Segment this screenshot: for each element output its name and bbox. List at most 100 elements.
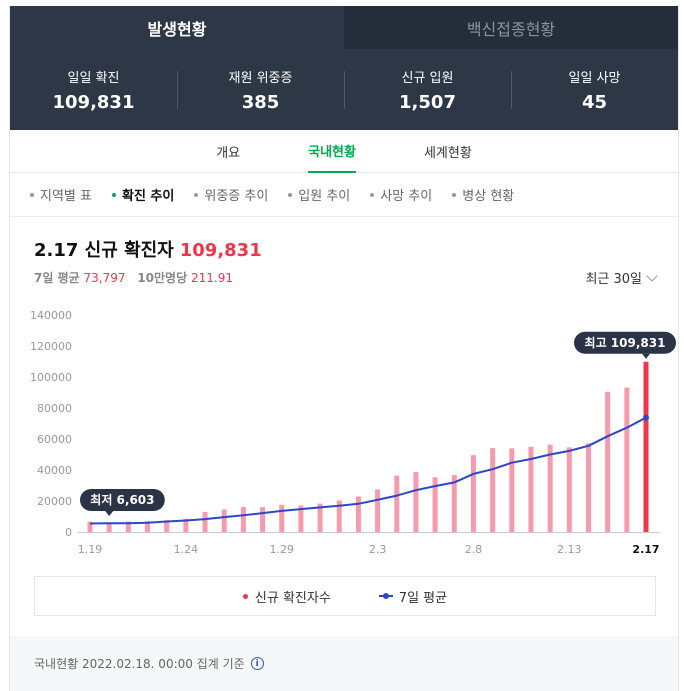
bar [221,509,227,532]
stat-new-admissions: 신규 입원 1,507 [344,67,511,113]
tab-vaccination-status[interactable]: 백신접종현황 [344,6,678,49]
footer-text: 국내현황 2022.02.18. 00:00 집계 기준 [34,657,245,671]
filter-death-trend[interactable]: 사망 추이 [370,185,432,204]
min-callout-bubble [80,489,165,512]
bar [547,444,553,532]
bar [528,446,534,532]
stat-value: 385 [241,91,280,113]
y-tick-label: 120000 [30,340,72,353]
x-tick-label: 2.17 [632,543,659,556]
stat-label: 일일 확진 [67,70,120,86]
filter-label: 확진 추이 [121,189,175,204]
filter-admission-trend[interactable]: 입원 추이 [288,185,350,204]
tab-outbreak-status[interactable]: 발생현황 [147,19,207,39]
bar [451,475,457,532]
filter-label: 위중증 추이 [204,189,269,204]
chart-title: 2.17 신규 확진자 109,831 [34,236,262,262]
stat-value: 1,507 [399,91,456,113]
bullet-icon [30,192,34,197]
stat-critical: 재원 위중증 385 [177,67,344,113]
filter-region-table[interactable]: 지역별 표 [30,185,92,204]
range-label: 최근 30일 [585,272,642,287]
filter-label: 입원 추이 [298,189,351,204]
avg-line [89,416,647,525]
covid-status-panel: 발생현황 백신접종현황 일일 확진 109,831 재원 위중증 385 신규 … [9,6,679,691]
legend-line-icon [378,593,393,599]
bar [260,507,266,532]
top-tabs: 발생현황 백신접종현황 [10,6,678,49]
stat-label: 신규 입원 [401,70,454,86]
bar [145,521,151,532]
tab-world[interactable]: 세계현황 [423,146,472,161]
avg-line-end-point [643,414,649,421]
bar [585,443,591,532]
bar [164,520,170,532]
stat-label: 일일 사망 [568,70,621,86]
bar [394,475,400,532]
bar [509,448,515,532]
bar [202,511,208,532]
stat-label: 재원 위중증 [228,70,293,86]
legend-label: 신규 확진자수 [254,590,331,606]
bar [106,523,112,532]
bar [605,391,611,532]
tab-domestic[interactable]: 국내현황 [308,130,356,173]
stats-row: 일일 확진 109,831 재원 위중증 385 신규 입원 1,507 일일 … [10,49,678,130]
filter-label: 사망 추이 [380,189,433,204]
bar [643,361,649,532]
filter-label: 병상 현황 [462,189,515,204]
sub-tabs: 개요 국내현황 세계현황 [10,130,678,173]
filter-critical-trend[interactable]: 위중증 추이 [194,185,268,204]
bar [375,489,381,532]
bullet-icon [452,192,457,197]
bar [125,521,131,532]
legend-item-confirmed: 신규 확진자수 [242,587,331,606]
y-tick-label: 0 [65,526,72,539]
chart-subtitle: 7일 평균 73,797 10만명당 211.91 [34,269,241,286]
max-callout-pointer [642,353,650,359]
max-callout-bubble [574,331,676,354]
info-icon[interactable]: i [250,657,264,670]
max-callout-label: 최고 109,831 [585,335,666,350]
bar [490,448,496,532]
stat-value: 109,831 [52,91,135,113]
per-capita-label: 10만명당 [137,271,188,285]
y-tick-label: 140000 [30,309,72,322]
x-tick-label: 2.3 [369,543,387,556]
x-tick-label: 1.29 [269,543,294,556]
bar [240,507,246,532]
bar [624,387,630,532]
bar [336,500,342,532]
bar [432,477,438,532]
stat-daily-confirmed: 일일 확진 109,831 [10,67,177,113]
filter-bed-status[interactable]: 병상 현황 [452,185,514,204]
bullet-icon [370,192,375,197]
filter-confirmed-trend[interactable]: 확진 추이 [111,185,175,204]
legend-dot-icon [242,593,248,599]
stat-value: 45 [581,91,608,113]
y-tick-label: 40000 [37,464,72,477]
bar [355,496,361,532]
bullet-icon [194,192,199,197]
x-tick-label: 2.8 [465,543,483,556]
filter-bar: 지역별 표 확진 추이 위중증 추이 입원 추이 사망 추이 병상 현황 [10,173,678,217]
bullet-icon [111,192,116,197]
bar [317,503,323,532]
header-panel: 발생현황 백신접종현황 일일 확진 109,831 재원 위중증 385 신규 … [10,6,678,130]
avg-value: 73,797 [83,271,126,285]
bar [87,521,93,532]
stat-daily-deaths: 일일 사망 45 [511,67,678,113]
min-callout-label: 최저 6,603 [90,492,154,507]
bar [298,505,304,532]
legend-label: 7일 평균 [398,590,448,606]
avg-label: 7일 평균 [34,271,80,285]
min-callout-pointer [105,511,114,517]
range-dropdown[interactable]: 최근 30일 [585,268,658,287]
y-tick-label: 60000 [37,433,72,446]
tab-overview[interactable]: 개요 [216,146,241,161]
chart-legend: 신규 확진자수 7일 평균 [34,576,656,616]
bar [183,518,189,532]
footer: 국내현황 2022.02.18. 00:00 집계 기준 i [10,636,678,691]
bar [470,455,476,532]
bullet-icon [288,192,293,197]
